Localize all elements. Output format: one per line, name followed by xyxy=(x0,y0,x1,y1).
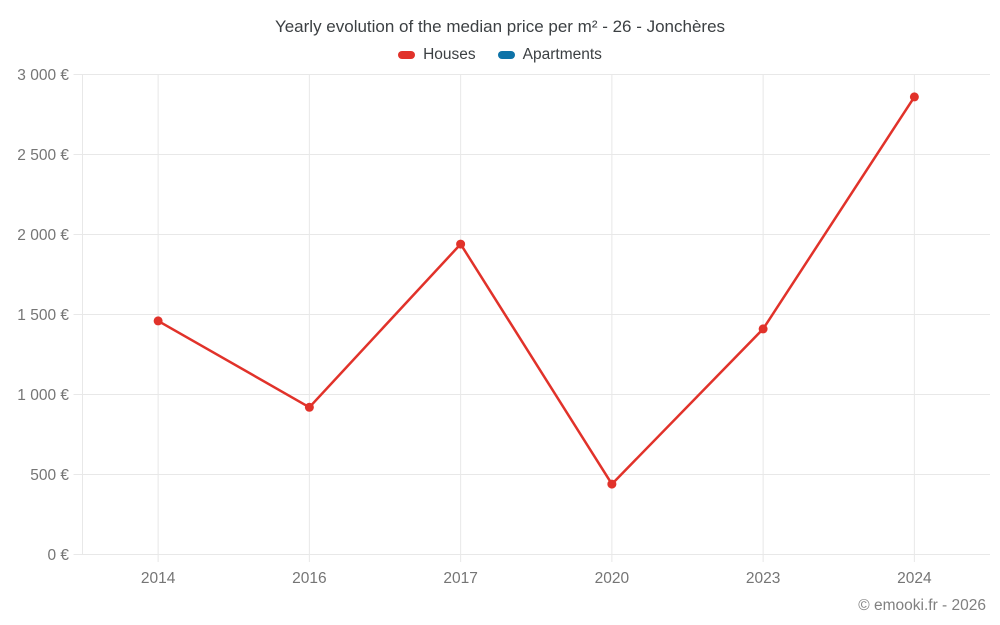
legend-swatch-apartments xyxy=(497,51,515,59)
y-tick-label: 0 € xyxy=(47,547,69,564)
legend-swatch-houses xyxy=(398,51,416,59)
legend-label: Houses xyxy=(423,46,476,63)
data-point-houses-2017[interactable] xyxy=(456,239,466,249)
x-tick-label: 2014 xyxy=(141,570,176,587)
chart-title: Yearly evolution of the median price per… xyxy=(274,17,726,36)
chart-legend: Houses Apartments xyxy=(0,46,1000,64)
x-tick-label: 2024 xyxy=(897,570,932,587)
x-tick-label: 2016 xyxy=(292,570,326,587)
x-tick-label: 2023 xyxy=(746,570,780,587)
data-point-houses-2020[interactable] xyxy=(607,479,617,489)
y-tick-label: 3 000 € xyxy=(17,67,69,84)
data-point-houses-2023[interactable] xyxy=(758,324,768,334)
y-tick-label: 500 € xyxy=(30,467,69,484)
x-tick-label: 2020 xyxy=(595,570,630,587)
y-tick-label: 2 500 € xyxy=(17,147,69,164)
legend-item-apartments[interactable]: Apartments xyxy=(497,46,602,64)
x-tick-label: 2017 xyxy=(443,570,477,587)
y-tick-label: 1 500 € xyxy=(17,307,69,324)
houses-line xyxy=(156,95,916,486)
y-tick-label: 1 000 € xyxy=(17,387,69,404)
legend-item-houses[interactable]: Houses xyxy=(398,46,476,64)
data-point-houses-2024[interactable] xyxy=(909,92,919,102)
copyright-text: © emooki.fr - 2026 xyxy=(858,597,986,614)
data-point-houses-2016[interactable] xyxy=(304,402,314,412)
data-point-houses-2014[interactable] xyxy=(153,316,163,326)
legend-label: Apartments xyxy=(522,46,602,63)
y-tick-label: 2 000 € xyxy=(17,227,69,244)
